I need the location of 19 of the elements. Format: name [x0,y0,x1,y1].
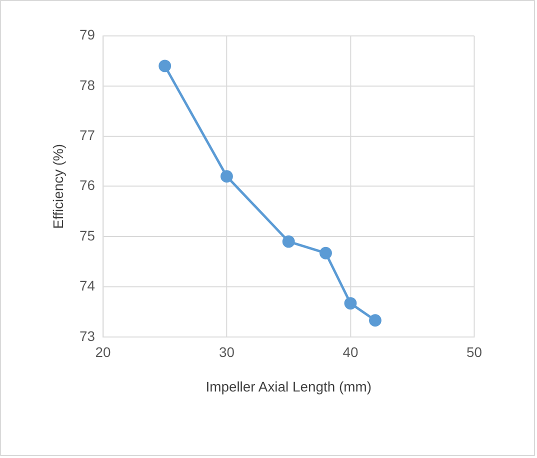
y-axis-title: Efficiency (%) [50,144,66,229]
point [282,235,295,248]
point [369,314,382,327]
y-tick-label: 79 [80,26,96,43]
x-tick-label: 20 [95,344,111,360]
point [344,297,357,310]
y-tick-label: 73 [80,328,96,344]
y-tick-label: 76 [80,177,96,194]
x-tick-label: 50 [466,344,482,360]
point [320,246,332,260]
y-tick-label: 75 [80,227,96,244]
x-tick-label: 40 [342,344,358,360]
x-tick-label: 30 [218,344,235,360]
x-axis-title: Impeller Axial Length (mm) [206,378,372,395]
y-tick-label: 74 [80,278,96,294]
y-tick-label: 77 [80,127,96,144]
point [220,170,233,183]
y-tick-label: 78 [80,76,96,93]
point [158,60,172,72]
